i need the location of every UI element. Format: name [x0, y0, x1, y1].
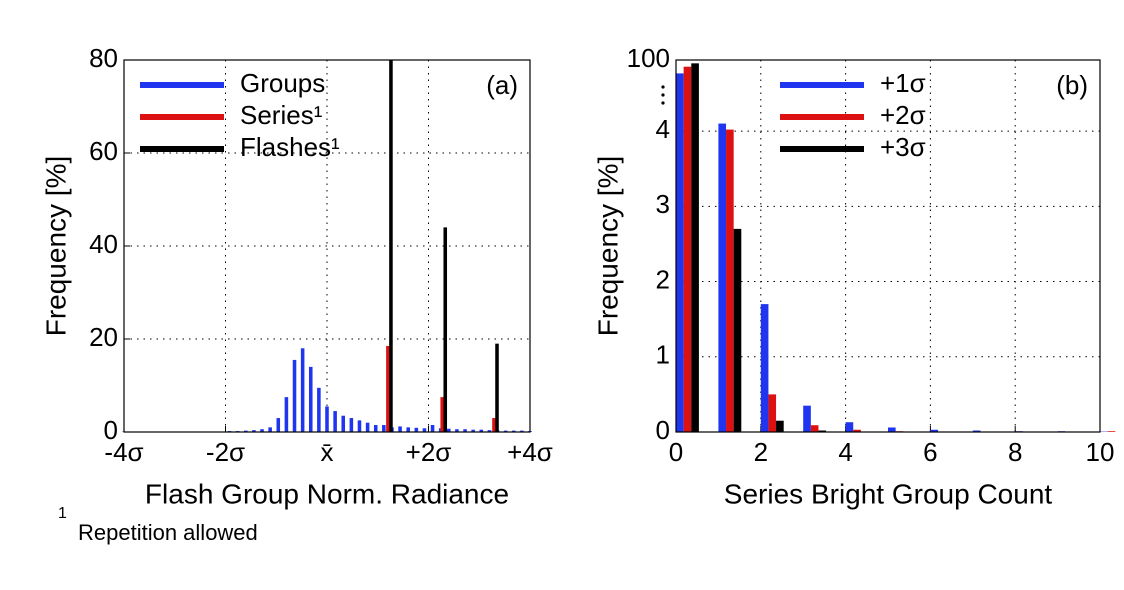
legend-label: +3σ [880, 132, 926, 162]
y-tick-label: 2 [656, 264, 670, 294]
bar [349, 418, 354, 432]
axis-break [661, 85, 665, 105]
y-axis-label: Frequency [%] [40, 156, 71, 337]
plot-frame [675, 59, 1101, 433]
bar [422, 428, 427, 432]
y-tick-label: 80 [89, 43, 118, 73]
bar [676, 73, 684, 432]
bar [252, 430, 256, 432]
y-tick-label: 20 [89, 322, 118, 352]
bar [492, 418, 496, 432]
x-tick-label: x̄ [321, 437, 334, 467]
bar [760, 304, 769, 432]
footnote-mark: 1 [58, 505, 67, 522]
bar [972, 430, 981, 432]
bar [365, 422, 370, 432]
bar [373, 425, 378, 432]
legend-label: +2σ [880, 100, 926, 130]
bar [455, 429, 459, 432]
bar [440, 397, 444, 432]
annotation: (b) [1056, 70, 1088, 100]
y-tick-label: 0 [104, 415, 118, 445]
y-tick-label: 1 [656, 340, 670, 370]
bar [768, 394, 777, 432]
bar [718, 123, 727, 432]
bar [268, 427, 272, 432]
legend-label: Flashes¹ [240, 132, 340, 162]
bar [930, 429, 939, 432]
bar [495, 343, 499, 432]
bar [292, 359, 297, 432]
bar [382, 425, 386, 432]
y-tick-label: 40 [89, 229, 118, 259]
bar [691, 63, 699, 433]
x-tick-label: 6 [923, 437, 937, 467]
bar [463, 429, 467, 432]
bar [888, 427, 896, 432]
footnote-text: Repetition allowed [78, 520, 258, 545]
bar [1107, 431, 1116, 432]
bar [503, 430, 508, 432]
bar [447, 428, 451, 432]
bar [414, 427, 419, 432]
bar [398, 426, 402, 432]
bar [443, 227, 448, 432]
legend-label: Groups [240, 68, 325, 98]
y-axis-label: Frequency [%] [592, 156, 623, 337]
bar [276, 418, 281, 432]
bar [803, 405, 811, 432]
bar [317, 387, 321, 432]
x-axis-label: Flash Group Norm. Radiance [145, 478, 509, 509]
legend-label: +1σ [880, 68, 926, 98]
y-tick-label: 0 [656, 415, 670, 445]
x-axis-label: Series Bright Group Count [724, 478, 1053, 509]
bar [244, 430, 248, 432]
x-tick-label: 10 [1086, 437, 1115, 467]
x-tick-label: -4σ [104, 437, 143, 467]
legend-label: Series¹ [240, 100, 323, 130]
plot-frame [123, 59, 531, 433]
bar [341, 415, 346, 432]
y-tick-label: 60 [89, 136, 118, 166]
bar [386, 345, 390, 432]
bar [818, 430, 827, 432]
bar [430, 425, 435, 432]
x-tick-label: +4σ [507, 437, 553, 467]
panel: 0 1 2 3 4 100 0 2 4 6 8 10 +1σ+2σ+3σ (b) Series Bright… [592, 43, 1116, 509]
y-tick-label: 3 [656, 189, 670, 219]
bar [308, 366, 313, 432]
bar [511, 430, 516, 432]
x-tick-label: +2σ [406, 437, 452, 467]
bar [683, 66, 692, 433]
bar [357, 420, 362, 432]
bar [406, 427, 410, 432]
bar [810, 425, 819, 432]
x-tick-label: 8 [1008, 437, 1022, 467]
x-tick-label: 0 [669, 437, 683, 467]
bar [487, 430, 492, 432]
bar [853, 429, 861, 432]
bar [479, 429, 484, 432]
bar [845, 422, 854, 432]
bar [726, 129, 734, 432]
bar [260, 429, 264, 432]
bar [325, 406, 329, 432]
annotation: (a) [486, 70, 518, 100]
x-tick-label: 2 [754, 437, 768, 467]
bar [333, 411, 337, 432]
bar [776, 420, 784, 432]
y-tick-label: 100 [627, 43, 670, 73]
bar [520, 430, 524, 432]
bar [389, 60, 393, 432]
bar [284, 397, 289, 432]
y-tick-label: 4 [656, 114, 670, 144]
x-tick-label: -2σ [206, 437, 245, 467]
bar [733, 228, 742, 432]
x-tick-label: 4 [838, 437, 852, 467]
bar [300, 348, 305, 432]
bar [471, 429, 475, 432]
